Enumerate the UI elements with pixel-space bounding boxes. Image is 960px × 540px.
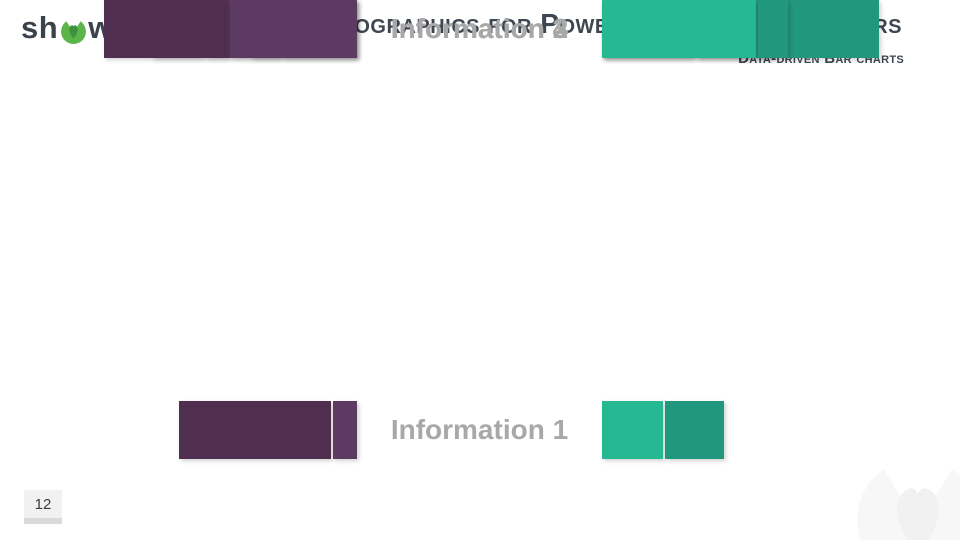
page-number: 12 xyxy=(24,490,62,524)
right-bar-stack xyxy=(602,401,724,459)
chart-row: Information 1 xyxy=(0,401,960,459)
left-bar-stack xyxy=(179,401,357,459)
chart-row: Information 4 xyxy=(0,0,960,58)
row-label: Information 3 xyxy=(390,13,569,44)
bar-segment-teal-light xyxy=(602,401,663,459)
bar-segment-purple-light xyxy=(333,401,357,459)
row-label: Information 4 xyxy=(390,13,569,44)
bar-segment-teal-light xyxy=(602,0,756,58)
right-bar-stack xyxy=(602,0,788,58)
row-label: Information 2 xyxy=(390,13,569,44)
logo-text-pre: sh xyxy=(21,10,59,45)
bar-segment-purple-dark xyxy=(179,401,331,459)
bar-segment-purple-dark xyxy=(104,0,228,58)
bar-segment-purple-light xyxy=(230,0,357,58)
showeet-watermark-icon xyxy=(857,448,960,540)
showeet-leaf-icon xyxy=(61,16,87,44)
row-label: Information 1 xyxy=(390,414,569,445)
bar-segment-teal-dark xyxy=(665,401,724,459)
left-bar-stack xyxy=(104,0,357,58)
bar-segment-teal-dark xyxy=(758,0,788,58)
page-number-value: 12 xyxy=(34,495,52,513)
